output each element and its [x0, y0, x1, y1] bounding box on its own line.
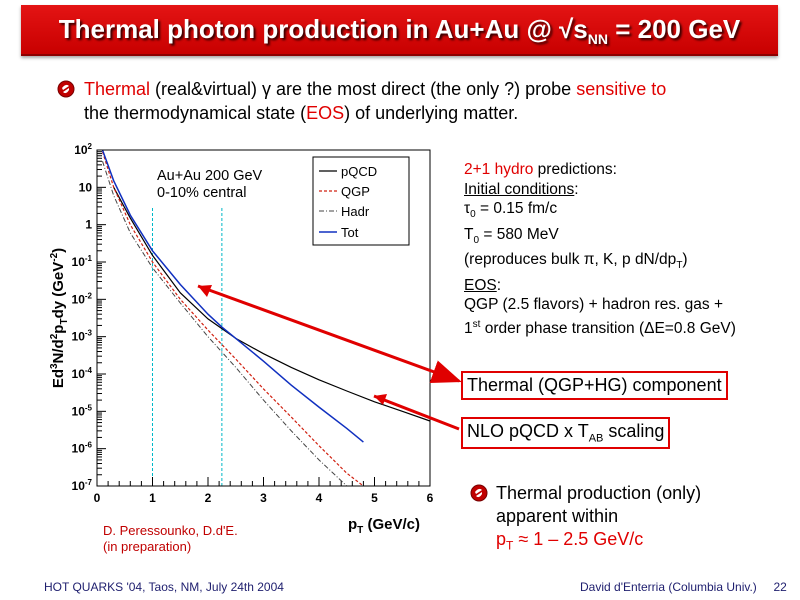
note-sub: T [506, 538, 514, 553]
footer-author: David d'Enterria (Columbia Univ.) [580, 580, 757, 594]
thermal-note: Thermal production (only) apparent withi… [496, 482, 786, 558]
x-tick-label-5: 5 [371, 491, 378, 505]
intro-part1: (real&virtual) γ are the most direct (th… [150, 79, 577, 99]
x-tick-label-1: 1 [149, 491, 156, 505]
intro-part2: the thermodynamical state ( [84, 103, 307, 123]
intro-eos: EOS [306, 103, 345, 123]
series-hadr-line [102, 161, 348, 487]
note-line2: apparent within [496, 506, 619, 526]
tau-sub: 0 [470, 209, 476, 221]
footer-conference: HOT QUARKS '04, Taos, NM, July 24th 2004 [44, 580, 284, 594]
x-tick-label-3: 3 [260, 491, 267, 505]
series-tot-line [101, 149, 364, 443]
y-tick-label-7: 1 [85, 218, 92, 232]
legend-hadr: Hadr [341, 204, 370, 219]
credit-line1: D. Peressounko, D.d'E. [103, 523, 238, 538]
repro-text: (reproduces bulk π, K, p dN/dp [464, 251, 677, 269]
credit-line2: (in preparation) [103, 539, 192, 554]
x-tick-label-6: 6 [427, 491, 434, 505]
callout2-b: scaling [603, 421, 665, 441]
callout1-text: Thermal (QGP+HG) component [467, 375, 722, 395]
intro-part3: ) of underlying matter. [344, 103, 519, 123]
eos-line2a: 1 [464, 319, 473, 337]
title-bar: Thermal photon production in Au+Au @ √sN… [21, 5, 778, 56]
callout2-a: NLO pQCD x T [467, 421, 589, 441]
eos-label: EOS [464, 276, 497, 294]
legend-pqcd: pQCD [341, 164, 377, 179]
x-tick-label-0: 0 [94, 491, 101, 505]
repro-end: ) [682, 251, 688, 269]
legend-tot: Tot [341, 225, 359, 240]
note-line1: Thermal production (only) [496, 483, 702, 503]
hydro-predictions: 2+1 hydro predictions: Initial condition… [464, 160, 794, 338]
credit: D. Peressounko, D.d'E. (in preparation) [103, 523, 238, 555]
hydro-head-red: 2+1 hydro [464, 161, 534, 178]
footer-right: David d'Enterria (Columbia Univ.) 22 [580, 580, 787, 594]
note-p: p [496, 529, 507, 549]
thermal-photon-chart: 0 1 2 3 4 5 610-710-610-510-410-310-210-111010… [49, 142, 434, 536]
slide-title: Thermal photon production in Au+Au @ √sN… [58, 14, 741, 48]
bullet-icon [57, 80, 75, 98]
chart-legend: pQCD QGP Hadr Tot [312, 156, 410, 246]
x-tick-label-2: 2 [205, 491, 212, 505]
intro-sensitive: sensitive to [576, 79, 667, 99]
t-sub: 0 [473, 234, 480, 246]
tau-symbol: τ [464, 200, 471, 217]
eos-line2sup: st [472, 318, 481, 330]
x-axis-label: pT (GeV/c) [348, 516, 420, 536]
eos-line1: QGP (2.5 flavors) + hadron res. gas + [464, 296, 724, 314]
arrow-pqcd [373, 394, 460, 431]
y-axis-label: Ed3N/d2pTdy (GeV-2) [49, 248, 70, 388]
bullet-icon-2 [470, 484, 488, 502]
pqcd-callout: NLO pQCD x TAB scaling [461, 417, 671, 449]
tau-value: = 0.15 fm/c [475, 200, 558, 217]
thermal-callout: Thermal (QGP+HG) component [461, 371, 728, 400]
arrow-thermal [197, 284, 462, 384]
note-rest: ≈ 1 – 2.5 GeV/c [513, 529, 644, 549]
intro-thermal: Thermal [84, 79, 151, 99]
series-qgp-line [101, 151, 364, 487]
y-tick-label-8: 10 [79, 180, 93, 194]
annotation-line2: 0-10% central [157, 185, 246, 201]
annotation-line1: Au+Au 200 GeV [157, 168, 263, 184]
t-value: = 580 MeV [479, 225, 559, 243]
legend-qgp: QGP [341, 184, 370, 199]
footer-page: 22 [773, 580, 787, 594]
hydro-head-rest: predictions: [533, 161, 617, 178]
repro-sub: T [676, 260, 683, 272]
eos-line2b: order phase transition (ΔE=0.8 GeV) [480, 319, 736, 337]
callout2-sub: AB [588, 432, 604, 445]
intro-text: Thermal (real&virtual) γ are the most di… [84, 77, 784, 125]
init-label: Initial conditions [464, 180, 575, 198]
x-tick-label-4: 4 [316, 491, 323, 505]
series-pqcd-line [113, 187, 431, 422]
t-symbol: T [464, 225, 474, 243]
